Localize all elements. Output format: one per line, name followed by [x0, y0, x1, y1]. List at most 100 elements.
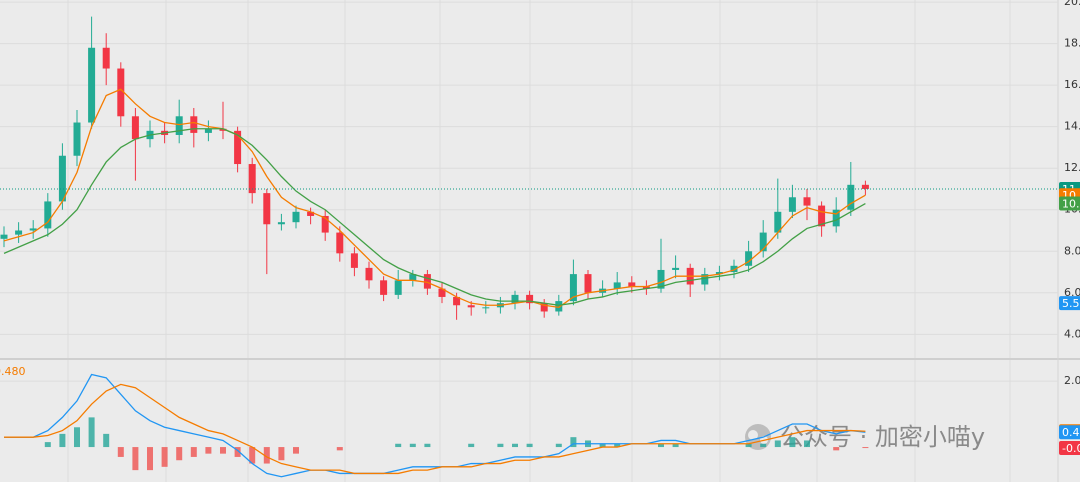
candle-body [438, 288, 446, 297]
candle-body [832, 209, 840, 227]
y-tick-label: 16.000 [1064, 78, 1080, 91]
watermark-text: 公众号 · 加密小喵y [780, 423, 985, 451]
histogram-bar [132, 447, 139, 471]
candle-body [29, 228, 37, 231]
histogram-bar [249, 447, 256, 464]
candle-body [803, 197, 811, 206]
histogram-bar [234, 447, 241, 457]
histogram-bar [190, 447, 197, 457]
candle-body [409, 274, 417, 281]
candle-body [672, 267, 680, 270]
y-tick-label: 8.000 [1064, 244, 1080, 257]
histogram-bar [833, 447, 840, 451]
histogram-bar [745, 443, 752, 448]
histogram-bar [555, 443, 562, 448]
histogram-bar [205, 447, 212, 454]
histogram-bar [395, 443, 402, 448]
histogram-bar [278, 447, 285, 461]
histogram-bar [804, 440, 810, 448]
candle-body [453, 296, 461, 306]
candle-body [482, 307, 490, 309]
candle-body [715, 272, 723, 275]
candle-body [745, 251, 753, 266]
candle-body [234, 130, 242, 165]
histogram-bar [220, 447, 226, 454]
candle-body [131, 116, 139, 140]
candle-body [248, 164, 256, 194]
candle-body [818, 205, 826, 227]
candle-body [15, 230, 23, 235]
histogram-bar [672, 443, 679, 448]
histogram-bar [409, 443, 416, 448]
candle-body [219, 128, 227, 131]
histogram-bar [526, 443, 533, 448]
candle-body [365, 267, 373, 281]
y-tick-label: 2.000 [1064, 374, 1080, 387]
candle-body [730, 265, 738, 273]
histogram-bar [599, 443, 606, 448]
candle-body [0, 234, 8, 239]
candle-body [380, 280, 388, 295]
candle-body [321, 215, 329, 233]
candle-body [58, 155, 66, 202]
candle-body [569, 274, 577, 302]
candle-body [613, 282, 621, 289]
histogram-bar [862, 447, 869, 449]
histogram-bar [74, 427, 80, 448]
histogram-bar [497, 443, 504, 448]
candle-body [292, 211, 300, 223]
candle-body [584, 274, 592, 293]
histogram-bar [424, 443, 431, 448]
moving-average [3, 88, 866, 309]
histogram-bar [570, 437, 577, 448]
candle-body [861, 184, 869, 189]
price-badge-label: 0.450 [1062, 426, 1080, 439]
candle-body [88, 47, 96, 123]
histogram-bar [103, 433, 110, 448]
candle-body [175, 116, 183, 135]
price-badge [1059, 441, 1080, 456]
candle-body [555, 301, 563, 312]
price-badge [1059, 196, 1080, 211]
histogram-bar [774, 440, 781, 448]
candle-body [759, 232, 767, 252]
candle-body [511, 294, 519, 304]
y-tick-label: 14.000 [1064, 120, 1080, 133]
y-tick-label: 20.000 [1064, 0, 1080, 8]
histogram-bar [117, 447, 124, 457]
histogram-bar [336, 447, 343, 451]
candle-body [642, 286, 650, 289]
price-badge-label: 10.300 [1062, 198, 1080, 211]
candle-body [73, 122, 81, 156]
candle-body [190, 116, 198, 133]
candle-body [701, 274, 709, 285]
candle-body [526, 294, 534, 304]
price-badge [1059, 296, 1080, 311]
moving-average [3, 128, 866, 306]
histogram-bar [468, 443, 475, 448]
candle-body [44, 201, 52, 229]
candle-body [774, 211, 782, 233]
histogram-bar [512, 443, 518, 448]
histogram-bar [293, 447, 299, 454]
candle-body [277, 222, 285, 225]
price-badge-label: 5.500 [1062, 297, 1080, 310]
histogram-bar [614, 443, 621, 448]
candle-body [394, 280, 402, 295]
y-tick-label: 18.000 [1064, 37, 1080, 50]
candle-body [657, 269, 665, 289]
candle-body [350, 253, 358, 268]
y-tick-label: 12.000 [1064, 161, 1080, 174]
signal-line [4, 383, 866, 475]
candle-body [204, 128, 212, 133]
histogram-bar [88, 417, 95, 448]
macd-legend-value: 0.480 [0, 365, 26, 378]
histogram-bar [147, 447, 153, 471]
candle-body [102, 47, 110, 69]
candle-body [423, 274, 431, 289]
histogram-bar [59, 433, 66, 448]
histogram-bar [658, 443, 664, 448]
histogram-bar [44, 442, 51, 448]
